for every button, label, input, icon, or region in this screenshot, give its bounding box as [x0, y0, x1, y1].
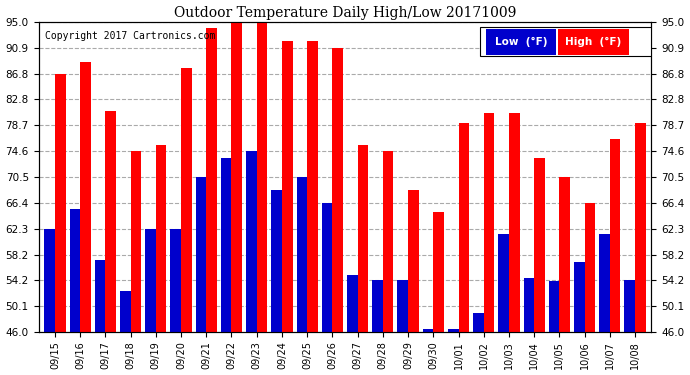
- Bar: [509, 113, 520, 332]
- Bar: [534, 158, 545, 332]
- Bar: [95, 260, 106, 332]
- Bar: [484, 113, 494, 332]
- Bar: [423, 328, 433, 332]
- Text: High  (°F): High (°F): [565, 37, 622, 47]
- Bar: [70, 209, 80, 332]
- Bar: [459, 123, 469, 332]
- Bar: [282, 41, 293, 332]
- Bar: [397, 280, 408, 332]
- Bar: [156, 146, 166, 332]
- Bar: [257, 22, 267, 332]
- Bar: [347, 275, 357, 332]
- Bar: [221, 158, 231, 332]
- Bar: [448, 328, 459, 332]
- Bar: [599, 234, 610, 332]
- Bar: [246, 151, 257, 332]
- Bar: [297, 177, 307, 332]
- Bar: [333, 48, 343, 332]
- Bar: [624, 280, 635, 332]
- Text: Low  (°F): Low (°F): [495, 37, 547, 47]
- Bar: [196, 177, 206, 332]
- FancyBboxPatch shape: [486, 29, 556, 55]
- Bar: [206, 28, 217, 332]
- Bar: [383, 151, 393, 332]
- Bar: [560, 177, 570, 332]
- Bar: [524, 278, 534, 332]
- Bar: [170, 229, 181, 332]
- Bar: [408, 189, 419, 332]
- Bar: [322, 203, 333, 332]
- Bar: [55, 74, 66, 332]
- Bar: [181, 68, 192, 332]
- Bar: [307, 41, 318, 332]
- Bar: [80, 62, 91, 332]
- Bar: [574, 262, 584, 332]
- Text: Copyright 2017 Cartronics.com: Copyright 2017 Cartronics.com: [45, 32, 215, 41]
- Bar: [433, 211, 444, 332]
- Bar: [357, 146, 368, 332]
- Bar: [106, 111, 116, 332]
- Bar: [610, 139, 620, 332]
- FancyBboxPatch shape: [480, 27, 655, 56]
- Bar: [120, 291, 130, 332]
- Bar: [498, 234, 509, 332]
- Title: Outdoor Temperature Daily High/Low 20171009: Outdoor Temperature Daily High/Low 20171…: [174, 6, 516, 20]
- Bar: [145, 229, 156, 332]
- Bar: [271, 189, 282, 332]
- FancyBboxPatch shape: [558, 29, 629, 55]
- Bar: [635, 123, 646, 332]
- Bar: [549, 281, 560, 332]
- Bar: [130, 151, 141, 332]
- Bar: [473, 313, 484, 332]
- Bar: [44, 229, 55, 332]
- Bar: [231, 22, 242, 332]
- Bar: [372, 280, 383, 332]
- Bar: [584, 203, 595, 332]
